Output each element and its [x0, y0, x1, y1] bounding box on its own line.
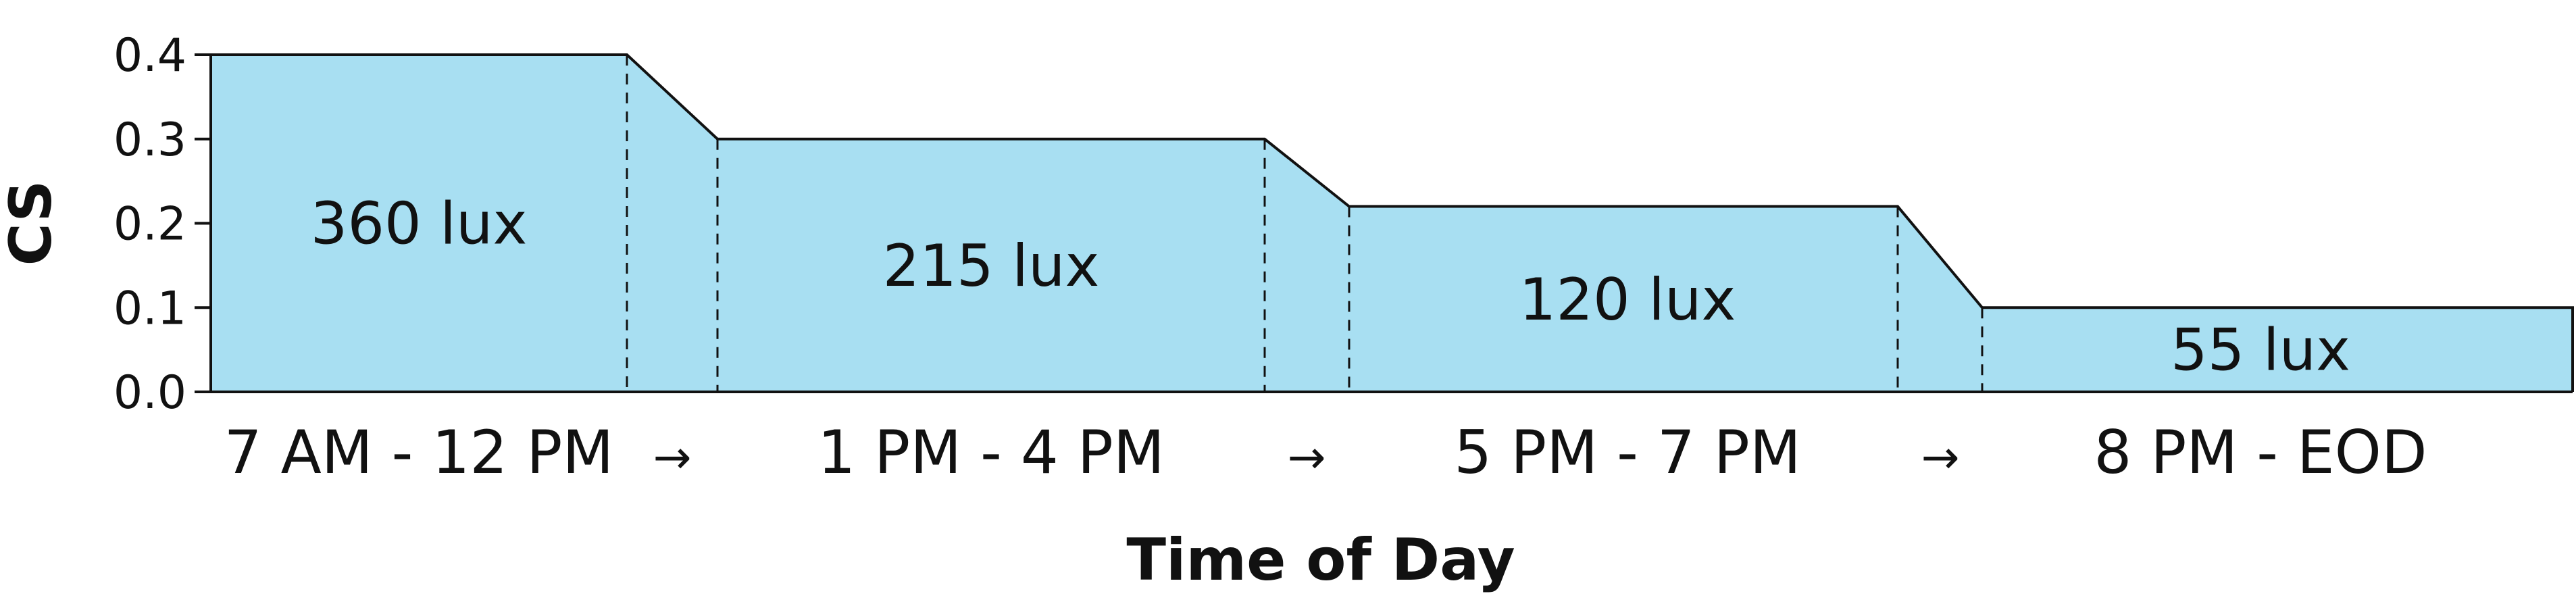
lux-label: 360 lux [311, 191, 528, 258]
y-tick-label: 0.3 [113, 114, 186, 167]
axis-layer: 0.0 0.1 0.2 0.3 0.4 [113, 29, 2573, 420]
y-tick-label: 0.0 [113, 366, 186, 420]
transition-arrow: → [1288, 431, 1326, 484]
divider-layer [626, 55, 1984, 392]
y-tick-label: 0.4 [113, 29, 186, 82]
x-axis-title: Time of Day [1126, 526, 1515, 594]
lux-label: 120 lux [1519, 266, 1736, 334]
transition-arrow: → [653, 431, 692, 484]
transition-arrow: → [1921, 431, 1960, 484]
label-layer: 360 lux 7 AM - 12 PM 215 lux 1 PM - 4 PM 120… [224, 191, 2427, 488]
period-label: 5 PM - 7 PM [1454, 418, 1801, 487]
lux-label: 55 lux [2171, 317, 2350, 384]
period-label: 1 PM - 4 PM [817, 418, 1165, 487]
period-label: 8 PM - EOD [2094, 418, 2427, 487]
period-label: 7 AM - 12 PM [224, 418, 614, 487]
y-axis-title: CS [0, 180, 65, 266]
y-tick-label: 0.2 [113, 198, 186, 251]
lux-label: 215 lux [883, 232, 1100, 300]
y-tick-label: 0.1 [113, 282, 186, 335]
